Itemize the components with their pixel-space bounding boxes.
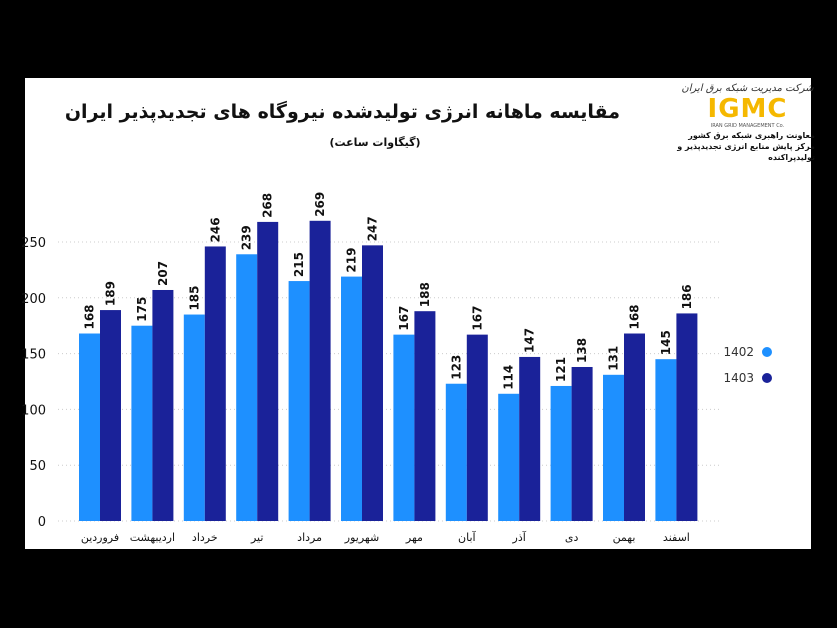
data-label: 168 [628,304,642,329]
data-label: 246 [208,217,222,242]
x-tick-label: خرداد [192,531,218,544]
legend-marker-1403 [762,373,772,383]
data-label: 219 [345,248,359,273]
data-label: 175 [135,297,149,322]
chart-title: مقایسه ماهانه انرژی تولیدشده نیروگاه های… [64,101,620,123]
x-tick-label: شهریور [344,531,379,544]
bar-1403 [257,221,279,522]
data-label: 188 [418,282,432,307]
x-tick-label: آذر [512,530,527,544]
data-label: 168 [83,304,97,329]
bar-1403 [414,311,436,521]
x-tick-label: آبان [458,530,476,544]
bar-1402 [183,314,205,521]
bar-1402 [393,334,415,521]
data-label: 131 [607,346,621,371]
legend-label: 1402 [723,345,754,359]
data-label: 207 [156,261,170,286]
bar-1403 [571,366,593,521]
y-tick-label: 100 [21,403,46,418]
data-label: 167 [470,306,484,331]
data-label: 121 [554,357,568,382]
data-label: 138 [575,338,589,363]
x-tick-label: تیر [250,531,263,544]
data-label: 189 [104,281,118,306]
x-tick-label: مرداد [297,531,322,544]
bar-1402 [341,276,362,521]
data-label: 269 [313,192,327,217]
data-label: 114 [502,365,516,390]
bar-1402 [288,281,310,521]
data-label: 268 [261,193,275,218]
x-tick-label: بهمن [613,531,636,544]
logo-script: شرکت مدیریت شبکه برق ایران [681,83,814,94]
legend-marker-1402 [762,347,772,357]
data-label: 167 [397,306,411,331]
bar-1403 [466,334,488,521]
bar-1403 [100,310,121,521]
logo-brand: IGMC [707,94,788,124]
x-tick-label: اسفند [663,531,690,544]
data-label: 147 [523,328,537,353]
bar-1403 [362,245,383,521]
y-tick-label: 0 [38,515,46,530]
y-tick-label: 50 [29,459,46,474]
data-label: 247 [366,216,380,241]
bar-1402 [131,325,153,521]
bar-1402 [550,385,572,521]
y-tick-label: 250 [21,236,46,251]
x-tick-label: مهر [405,531,423,544]
bar-1402 [498,393,520,521]
x-tick-label: دی [565,531,579,544]
data-label: 145 [659,330,673,355]
legend-label: 1403 [723,371,754,385]
logo-line1: معاونت راهبری شبکه برق کشور [688,131,815,140]
data-label: 215 [292,252,306,277]
bar-1402 [655,359,677,521]
chart-subtitle: (گیگاوات ساعت) [329,136,421,149]
bar-1402 [79,333,100,521]
bar-1402 [236,254,258,521]
y-tick-label: 200 [21,292,46,307]
bar-1403 [519,356,541,521]
bar-1403 [676,313,698,521]
igmc-logo: شرکت مدیریت شبکه برق ایران IGMC IRAN GRI… [640,82,815,163]
data-label: 239 [240,225,254,250]
bar-1403 [152,289,174,521]
bar-1403 [309,220,331,521]
bar-1402 [445,383,467,521]
data-label: 185 [187,285,201,310]
x-tick-label: اردیبهشت [130,531,175,544]
x-tick-label: فروردین [81,531,119,544]
bar-1403 [624,333,645,521]
logo-line2: مرکز پایش منابع انرژی تجدیدپذیر و تولیدپ… [677,142,815,162]
bar-1403 [204,246,226,522]
bar-1402 [603,374,624,521]
data-label: 186 [680,284,694,309]
logo-english: IRAN GRID MANAGEMENT Co. [710,123,785,129]
y-tick-label: 150 [21,348,46,363]
data-label: 123 [449,355,463,380]
